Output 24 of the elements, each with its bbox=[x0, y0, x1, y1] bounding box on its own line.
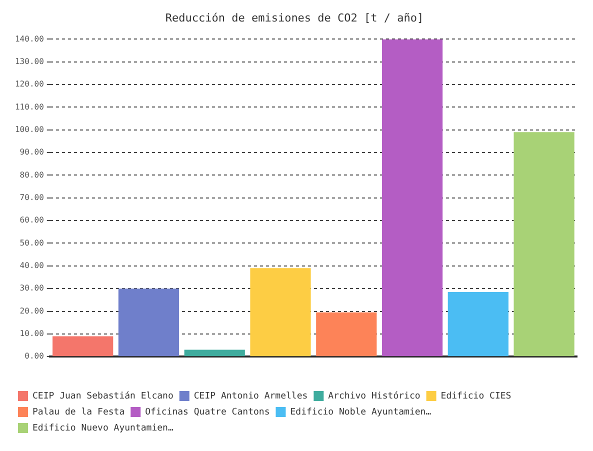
legend-label: CEIP Juan Sebastián Elcano bbox=[32, 390, 174, 402]
legend-label: CEIP Antonio Armelles bbox=[194, 391, 308, 402]
y-tick-label: 100.00 bbox=[14, 124, 44, 134]
y-tick-label: 40.00 bbox=[20, 260, 44, 270]
y-tick-label: 80.00 bbox=[20, 170, 44, 180]
chart-title: Reducción de emisiones de CO2 [t / año] bbox=[165, 11, 424, 24]
legend-label: Edificio Noble Ayuntamien… bbox=[290, 407, 432, 418]
y-tick-label: 90.00 bbox=[20, 148, 44, 157]
y-tick-label: 120.00 bbox=[14, 80, 44, 89]
y-tick-label: 30.00 bbox=[20, 284, 44, 293]
legend-label: Edificio Nuevo Ayuntamien… bbox=[32, 423, 174, 434]
y-tick-label: 20.00 bbox=[20, 306, 44, 316]
y-tick-label: 130.00 bbox=[14, 56, 44, 66]
y-tick-label: 0.00 bbox=[24, 352, 44, 361]
y-tick-label: 70.00 bbox=[20, 192, 44, 202]
y-tick-label: 140.00 bbox=[14, 34, 44, 44]
legend-label: Edificio CIES bbox=[440, 391, 512, 402]
legend-label: Oficinas Quatre Cantons bbox=[145, 407, 270, 418]
y-tick-label: 50.00 bbox=[20, 238, 44, 248]
y-tick-label: 10.00 bbox=[20, 329, 44, 338]
y-tick-label: 110.00 bbox=[14, 102, 44, 112]
legend-label: Palau de la Festa bbox=[32, 407, 125, 418]
legend-label: Archivo Histórico bbox=[328, 390, 420, 402]
y-tick-label: 60.00 bbox=[20, 216, 44, 225]
